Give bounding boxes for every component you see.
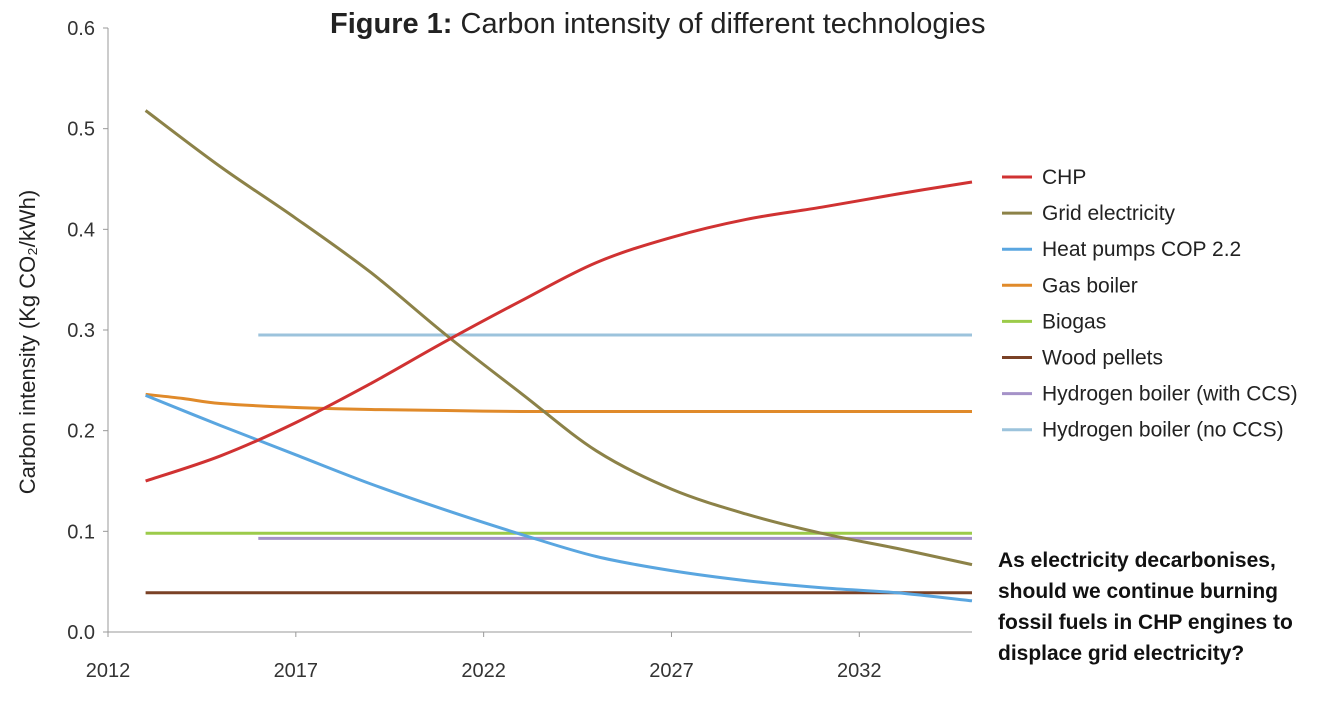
y-axis-label: Carbon intensity (Kg CO₂/kWh) (15, 190, 40, 494)
chart-title: Figure 1: Carbon intensity of different … (330, 8, 986, 41)
legend-label: Wood pellets (1042, 347, 1163, 370)
y-tick-label: 0.5 (67, 119, 95, 141)
chart-title-bold: Figure 1: (330, 8, 453, 40)
x-tick-label: 2012 (86, 660, 131, 682)
callout-text: As electricity decarbonises, should we c… (998, 545, 1333, 669)
series-line-chp (145, 180, 973, 483)
y-axis-label-text: Carbon intensity (Kg CO₂/kWh) (15, 190, 40, 494)
legend-label: CHP (1042, 166, 1086, 189)
legend-label: Grid electricity (1042, 202, 1176, 225)
x-tick-label: 2017 (274, 660, 319, 682)
y-tick-label: 0.1 (67, 521, 95, 543)
callout-line: displace grid electricity? (998, 642, 1245, 665)
series-line-heat-pumps-cop-2-2 (145, 394, 973, 603)
y-tick-label: 0.2 (67, 421, 95, 443)
axes: 0.0 0.1 0.2 0.3 0.4 0.5 0.6 2012 2017 2022 2027 203… (67, 18, 972, 682)
chart-title-rest: Carbon intensity of different technologi… (452, 8, 986, 40)
y-tick-label: 0.6 (67, 18, 95, 40)
callout-line: should we continue burning (998, 580, 1278, 603)
callout-line: As electricity decarbonises, (998, 549, 1276, 572)
y-tick-label: 0.0 (67, 622, 95, 644)
legend-label: Biogas (1042, 310, 1106, 333)
legend: CHP Grid electricity Heat pumps COP 2.2 Gas… (1002, 166, 1298, 442)
y-tick-label: 0.4 (67, 219, 95, 241)
legend-label: Hydrogen boiler (with CCS) (1042, 383, 1298, 406)
y-tick-label: 0.3 (67, 320, 95, 342)
series-line-gas-boiler (145, 392, 972, 414)
x-tick-label: 2027 (649, 660, 694, 682)
callout-line: fossil fuels in CHP engines to (998, 611, 1293, 634)
x-tick-label: 2022 (461, 660, 506, 682)
legend-label: Hydrogen boiler (no CCS) (1042, 419, 1284, 442)
series-layer (144, 109, 973, 603)
x-tick-label: 2032 (837, 660, 882, 682)
series-line-grid-electricity (144, 109, 973, 567)
legend-label: Heat pumps COP 2.2 (1042, 238, 1241, 261)
legend-label: Gas boiler (1042, 274, 1138, 297)
